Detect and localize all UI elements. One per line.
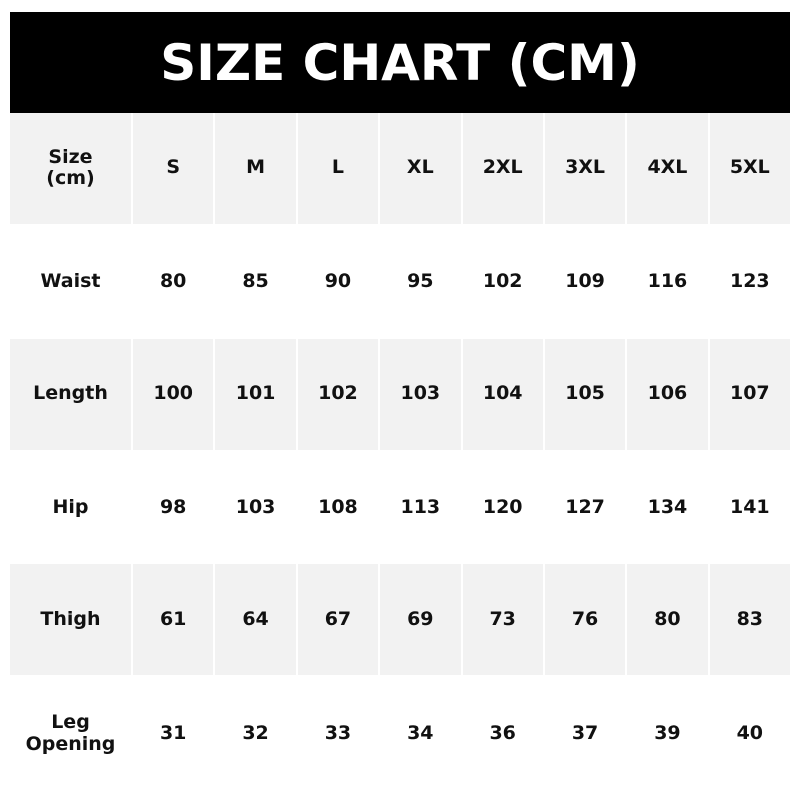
value-cell: 40 bbox=[736, 721, 764, 744]
value-cell: 36 bbox=[489, 721, 516, 744]
size-table: Size (cm) S M L XL 2XL 3XL 4XL 5XL Waist 80 85 90 95… bbox=[10, 113, 790, 790]
value-cell: 103 bbox=[235, 495, 276, 518]
size-header-cell: M bbox=[215, 113, 296, 224]
page-title: SIZE CHART (CM) bbox=[10, 12, 790, 113]
value-cell: 80 bbox=[159, 270, 187, 293]
row-label: Leg Opening bbox=[25, 710, 116, 755]
size-header-cell: 4XL bbox=[627, 113, 708, 224]
value-cell: 141 bbox=[729, 495, 770, 518]
value-cell: 33 bbox=[324, 721, 352, 744]
value-cell: 107 bbox=[709, 338, 790, 450]
size-header-cell: 2XL bbox=[462, 113, 543, 224]
value-cell: 134 bbox=[647, 495, 688, 518]
size-header-cell: S bbox=[133, 113, 214, 224]
value-cell: 73 bbox=[462, 564, 543, 676]
value-cell: 102 bbox=[482, 270, 523, 293]
value-cell: 95 bbox=[407, 270, 434, 293]
size-header-cell: XL bbox=[380, 113, 461, 224]
value-cell: 109 bbox=[565, 270, 605, 293]
header-label-size: Size bbox=[48, 145, 93, 168]
value-cell: 127 bbox=[565, 495, 605, 518]
value-cell: 113 bbox=[400, 495, 441, 518]
value-cell: 101 bbox=[215, 338, 296, 450]
value-cell: 34 bbox=[407, 721, 434, 744]
value-cell: 39 bbox=[654, 721, 681, 744]
row-label: Length bbox=[10, 338, 131, 450]
size-header-cell: 5XL bbox=[709, 113, 790, 224]
row-label: Thigh bbox=[10, 564, 131, 676]
value-cell: 90 bbox=[324, 270, 352, 293]
row-label: Waist bbox=[40, 270, 101, 293]
value-cell: 32 bbox=[242, 721, 269, 744]
value-cell: 80 bbox=[627, 564, 708, 676]
value-cell: 83 bbox=[709, 564, 790, 676]
value-cell: 76 bbox=[544, 564, 626, 676]
size-header-cell: 3XL bbox=[544, 113, 626, 224]
size-header-cell: L bbox=[297, 113, 379, 224]
value-cell: 31 bbox=[159, 721, 187, 744]
value-cell: 85 bbox=[242, 270, 269, 293]
value-cell: 64 bbox=[215, 564, 296, 676]
value-cell: 103 bbox=[380, 338, 461, 450]
value-cell: 106 bbox=[627, 338, 708, 450]
value-cell: 105 bbox=[544, 338, 626, 450]
value-cell: 108 bbox=[318, 495, 358, 518]
value-cell: 116 bbox=[647, 270, 688, 293]
value-cell: 98 bbox=[159, 495, 187, 518]
header-label-cell: Size (cm) bbox=[10, 113, 131, 224]
value-cell: 100 bbox=[133, 338, 214, 450]
value-cell: 69 bbox=[380, 564, 461, 676]
row-label: Hip bbox=[52, 495, 89, 518]
value-cell: 104 bbox=[462, 338, 543, 450]
value-cell: 120 bbox=[482, 495, 523, 518]
value-cell: 123 bbox=[729, 270, 770, 293]
value-cell: 61 bbox=[133, 564, 214, 676]
value-cell: 67 bbox=[297, 564, 379, 676]
value-cell: 102 bbox=[297, 338, 379, 450]
header-label-unit: (cm) bbox=[46, 167, 95, 190]
value-cell: 37 bbox=[571, 721, 599, 744]
